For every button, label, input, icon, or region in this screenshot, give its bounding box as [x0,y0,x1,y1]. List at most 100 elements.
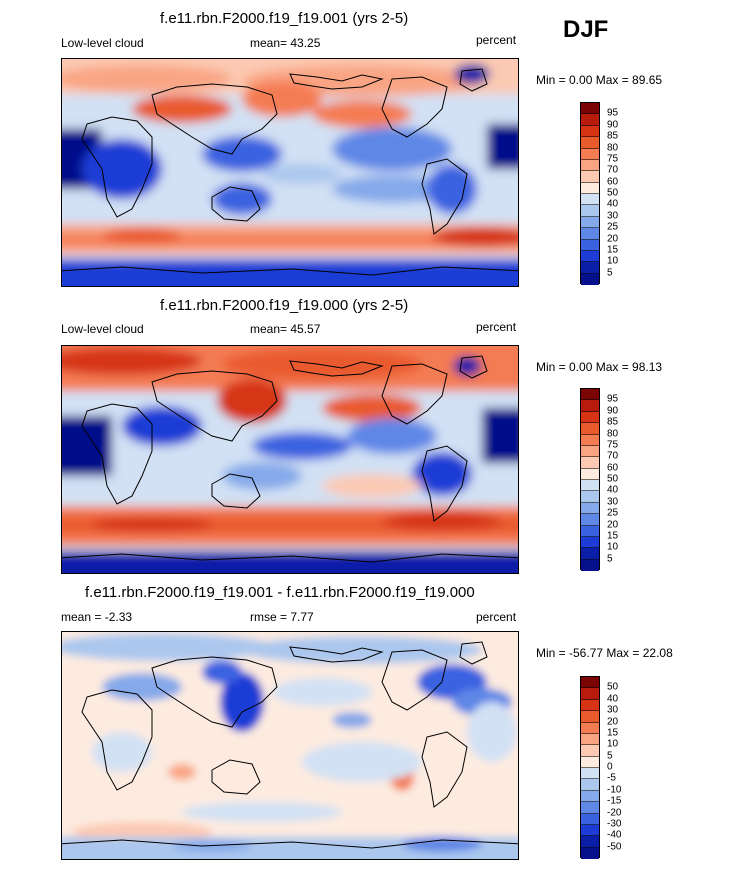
colorbar-box [581,216,599,229]
colorbar-box [581,125,599,138]
colorbar-tick-label: 20 [607,519,619,530]
colorbar-tick-label: 60 [607,462,619,474]
colorbar-box [581,559,599,571]
panel-3-colorbar [580,676,600,859]
colorbar-box [581,548,599,560]
panel-2-map [61,345,519,574]
colorbar-tick-label: -15 [607,795,622,807]
colorbar-box [581,159,599,172]
colorbar-box [581,103,599,115]
panel-1-title: f.e11.rbn.F2000.f19_f19.001 (yrs 2-5) [160,10,409,27]
colorbar-tick-label: 30 [607,704,619,716]
colorbar-tick-label: 80 [607,142,619,153]
colorbar-box [581,194,599,206]
colorbar-tick-label: 5 [607,553,613,565]
colorbar-box [581,491,599,503]
panel-3-mean-label: mean = -2.33 [61,610,133,624]
colorbar-box [581,480,599,492]
colorbar-box [581,389,599,401]
colorbar-tick-label: 15 [607,244,619,256]
colorbar-box [581,445,599,458]
colorbar-tick-label: 85 [607,130,619,142]
colorbar-box [581,423,599,435]
colorbar-box [581,411,599,424]
panel-2-title: f.e11.rbn.F2000.f19_f19.000 (yrs 2-5) [160,297,409,314]
colorbar-box [581,824,599,837]
colorbar-tick-label: 70 [607,450,619,462]
colorbar-box [581,722,599,734]
colorbar-box [581,768,599,780]
panel-2-minmax-label: Min = 0.00 Max = 98.13 [536,360,663,374]
colorbar-box [581,813,599,825]
colorbar-tick-label: 5 [607,750,613,762]
colorbar-box [581,148,599,160]
colorbar-tick-label: 20 [607,233,619,244]
colorbar-tick-label: 5 [607,267,613,279]
colorbar-box [581,434,599,446]
colorbar-box [581,468,599,480]
colorbar-box [581,756,599,768]
colorbar-tick-label: 25 [607,507,619,519]
colorbar-tick-label: 50 [607,473,619,485]
panel-3-map [61,631,519,860]
colorbar-tick-label: 50 [607,681,619,693]
colorbar-box [581,228,599,240]
colorbar-tick-label: -40 [607,829,622,841]
colorbar-tick-label: 60 [607,176,619,188]
panel-2-variable-label: Low-level cloud [61,322,144,336]
colorbar-tick-label: 15 [607,727,619,739]
colorbar-tick-label: 10 [607,541,619,553]
panel-2-mean-label: mean= 45.57 [250,322,321,336]
colorbar-tick-label: 50 [607,187,619,199]
colorbar-box [581,273,599,285]
colorbar-box [581,688,599,700]
colorbar-tick-label: 25 [607,221,619,233]
colorbar-tick-label: 95 [607,393,619,405]
panel-1-variable-label: Low-level cloud [61,36,144,50]
colorbar-box [581,790,599,803]
colorbar-tick-label: -50 [607,841,622,853]
colorbar-tick-label: 80 [607,428,619,439]
colorbar-box [581,514,599,526]
colorbar-box [581,779,599,791]
colorbar-tick-label: 85 [607,416,619,428]
colorbar-box [581,711,599,723]
colorbar-tick-label: 20 [607,716,619,727]
colorbar-box [581,137,599,149]
colorbar-box [581,733,599,746]
panel-2-units-label: percent [476,320,517,334]
colorbar-tick-label: 90 [607,405,619,417]
colorbar-box [581,457,599,469]
panel-1-units-label: percent [476,33,517,47]
panel-3-rmse-label: rmse = 7.77 [250,610,314,624]
colorbar-box [581,205,599,217]
colorbar-tick-label: 0 [607,761,613,773]
colorbar-tick-label: -10 [607,784,622,796]
colorbar-box [581,699,599,712]
colorbar-tick-label: -30 [607,818,622,830]
colorbar-box [581,182,599,194]
colorbar-box [581,677,599,689]
colorbar-tick-label: 15 [607,530,619,542]
colorbar-tick-label: 75 [607,439,619,451]
colorbar-box [581,502,599,515]
colorbar-box [581,536,599,549]
colorbar-tick-label: 30 [607,210,619,222]
panel-3-minmax-label: Min = -56.77 Max = 22.08 [536,646,673,660]
colorbar-tick-label: 10 [607,255,619,267]
colorbar-tick-label: 40 [607,484,619,496]
panel-1-colorbar [580,102,600,285]
colorbar-tick-label: 30 [607,496,619,508]
colorbar-box [581,847,599,859]
colorbar-box [581,114,599,126]
panel-3-units-label: percent [476,610,517,624]
panel-1-mean-label: mean= 43.25 [250,36,321,50]
panel-1-minmax-label: Min = 0.00 Max = 89.65 [536,73,663,87]
colorbar-tick-label: -20 [607,807,622,818]
panel-3-title: f.e11.rbn.F2000.f19_f19.001 - f.e11.rbn.… [85,584,475,601]
colorbar-box [581,836,599,848]
colorbar-box [581,250,599,263]
colorbar-box [581,802,599,814]
colorbar-box [581,745,599,757]
colorbar-tick-label: 10 [607,738,619,750]
